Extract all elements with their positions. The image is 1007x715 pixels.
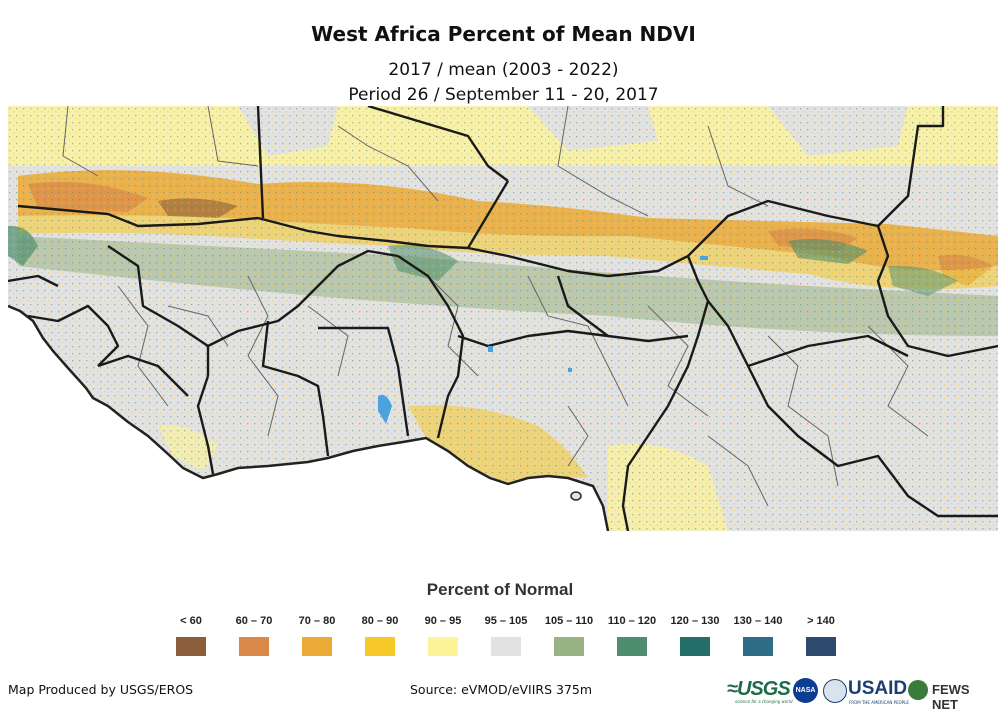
usaid-logo: USAID <box>848 678 908 699</box>
legend-label: 90 – 95 <box>424 615 462 627</box>
data-source: Source: eVMOD/eVIIRS 375m <box>410 682 593 697</box>
legend-swatch <box>365 637 395 656</box>
partner-logos: ≈USGS science for a changing world NASA … <box>727 676 999 712</box>
legend-swatch <box>428 637 458 656</box>
legend-label: < 60 <box>180 615 202 627</box>
legend-label: 110 – 120 <box>607 615 657 627</box>
legend-label: 95 – 105 <box>484 615 528 627</box>
legend-label: > 140 <box>807 615 835 627</box>
usaid-tagline: FROM THE AMERICAN PEOPLE <box>849 700 909 705</box>
legend-title: Percent of Normal <box>426 580 574 599</box>
legend-swatch <box>743 637 773 656</box>
legend-item: 60 – 70 <box>223 613 285 656</box>
fews-net-logo: FEWS NET <box>932 682 970 712</box>
legend-label: 70 – 80 <box>298 615 336 627</box>
legend-swatch <box>617 637 647 656</box>
usgs-logo: ≈USGS <box>727 678 791 700</box>
legend-label: 130 – 140 <box>733 615 783 627</box>
legend-swatch <box>806 637 836 656</box>
globe-icon <box>908 680 928 700</box>
legend-item: 80 – 90 <box>349 613 411 656</box>
legend-label: 105 – 110 <box>544 615 594 627</box>
legend-label: 120 – 130 <box>670 615 720 627</box>
legend-swatch <box>302 637 332 656</box>
legend-item: 70 – 80 <box>286 613 348 656</box>
usaid-seal-icon <box>823 679 847 703</box>
map-title: West Africa Percent of Mean NDVI <box>311 22 696 46</box>
ndvi-map <box>8 106 998 531</box>
map-subtitle-period: 2017 / mean (2003 - 2022) <box>388 60 619 80</box>
legend-label: 80 – 90 <box>361 615 399 627</box>
usgs-tagline: science for a changing world <box>735 699 793 704</box>
map-credit: Map Produced by USGS/EROS <box>8 682 194 697</box>
legend-swatch <box>491 637 521 656</box>
legend-item: 110 – 120 <box>601 613 663 656</box>
legend-item: 120 – 130 <box>664 613 726 656</box>
legend-label: 60 – 70 <box>235 615 273 627</box>
legend: < 60 60 – 70 70 – 80 80 – 90 90 – 95 95 … <box>160 613 850 663</box>
nasa-logo: NASA <box>793 678 818 703</box>
legend-swatch <box>176 637 206 656</box>
legend-swatch <box>680 637 710 656</box>
legend-item: < 60 <box>160 613 222 656</box>
legend-item: 95 – 105 <box>475 613 537 656</box>
legend-swatch <box>554 637 584 656</box>
legend-item: 105 – 110 <box>538 613 600 656</box>
legend-item: 90 – 95 <box>412 613 474 656</box>
legend-item: 130 – 140 <box>727 613 789 656</box>
map-subtitle-dates: Period 26 / September 11 - 20, 2017 <box>348 85 659 105</box>
legend-swatch <box>239 637 269 656</box>
legend-item: > 140 <box>790 613 852 656</box>
